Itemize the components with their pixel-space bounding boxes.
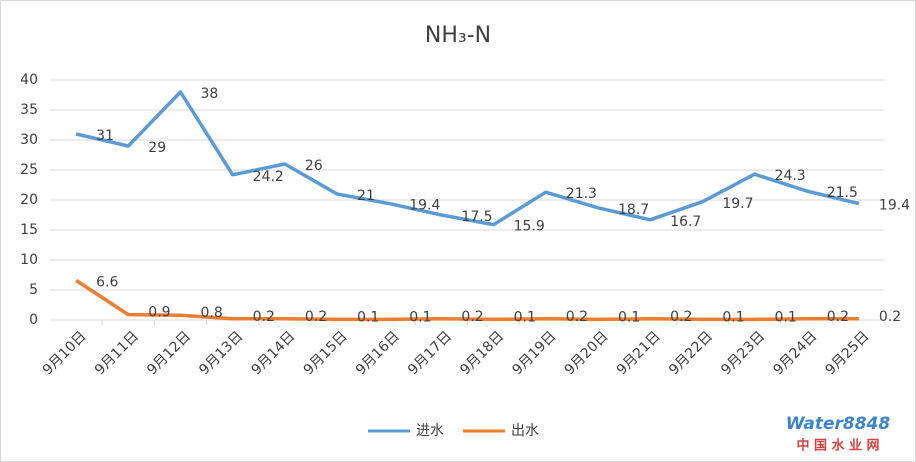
data-label: 18.7 bbox=[618, 202, 649, 218]
watermark-brand: Water8848 bbox=[786, 414, 891, 434]
data-label: 29 bbox=[148, 140, 166, 156]
data-label: 0.8 bbox=[200, 305, 222, 321]
y-tick-label: 5 bbox=[29, 282, 38, 298]
data-label: 0.1 bbox=[357, 309, 379, 325]
data-label: 0.1 bbox=[514, 309, 536, 325]
data-label: 0.2 bbox=[670, 309, 692, 325]
y-tick-label: 40 bbox=[20, 72, 38, 88]
watermark-site: 中 国 水 业 网 bbox=[796, 438, 879, 454]
data-label: 19.4 bbox=[879, 198, 910, 214]
data-label: 0.1 bbox=[618, 309, 640, 325]
data-label: 0.2 bbox=[566, 309, 588, 325]
data-label: 17.5 bbox=[461, 209, 492, 225]
watermark: Water8848 中 国 水 业 网 bbox=[786, 414, 891, 454]
data-label: 21 bbox=[357, 188, 375, 204]
data-label: 0.1 bbox=[722, 309, 744, 325]
data-label: 19.4 bbox=[409, 198, 440, 214]
data-label: 0.2 bbox=[879, 309, 901, 325]
data-label: 15.9 bbox=[514, 219, 545, 235]
data-label: 19.7 bbox=[722, 196, 753, 212]
y-tick-label: 0 bbox=[29, 312, 38, 328]
data-label: 21.3 bbox=[566, 186, 597, 202]
y-tick-label: 15 bbox=[20, 222, 38, 238]
y-tick-label: 30 bbox=[20, 132, 38, 148]
data-label: 0.2 bbox=[253, 309, 275, 325]
data-label: 0.1 bbox=[409, 309, 431, 325]
data-label: 0.9 bbox=[148, 305, 170, 321]
y-tick-label: 20 bbox=[20, 192, 38, 208]
data-label: 0.2 bbox=[461, 309, 483, 325]
series-line bbox=[75, 278, 859, 322]
y-tick-label: 10 bbox=[20, 252, 38, 268]
legend-label: 出水 bbox=[511, 423, 539, 439]
legend: 进水 出水 bbox=[368, 423, 539, 439]
data-label: 16.7 bbox=[670, 214, 701, 230]
data-label: 6.6 bbox=[96, 274, 118, 290]
data-label: 31 bbox=[96, 128, 114, 144]
series-line bbox=[75, 90, 860, 227]
chart-title: NH₃-N bbox=[425, 23, 491, 48]
y-tick-label: 25 bbox=[20, 162, 38, 178]
y-tick-label: 35 bbox=[20, 102, 38, 118]
data-label: 0.1 bbox=[775, 309, 797, 325]
data-label: 24.3 bbox=[775, 168, 806, 184]
data-label: 0.2 bbox=[305, 309, 327, 325]
data-label: 0.2 bbox=[827, 309, 849, 325]
data-label: 24.2 bbox=[253, 169, 284, 185]
data-label: 26 bbox=[305, 158, 323, 174]
legend-label: 进水 bbox=[416, 423, 444, 439]
data-label: 38 bbox=[200, 86, 218, 102]
data-label: 21.5 bbox=[827, 185, 858, 201]
